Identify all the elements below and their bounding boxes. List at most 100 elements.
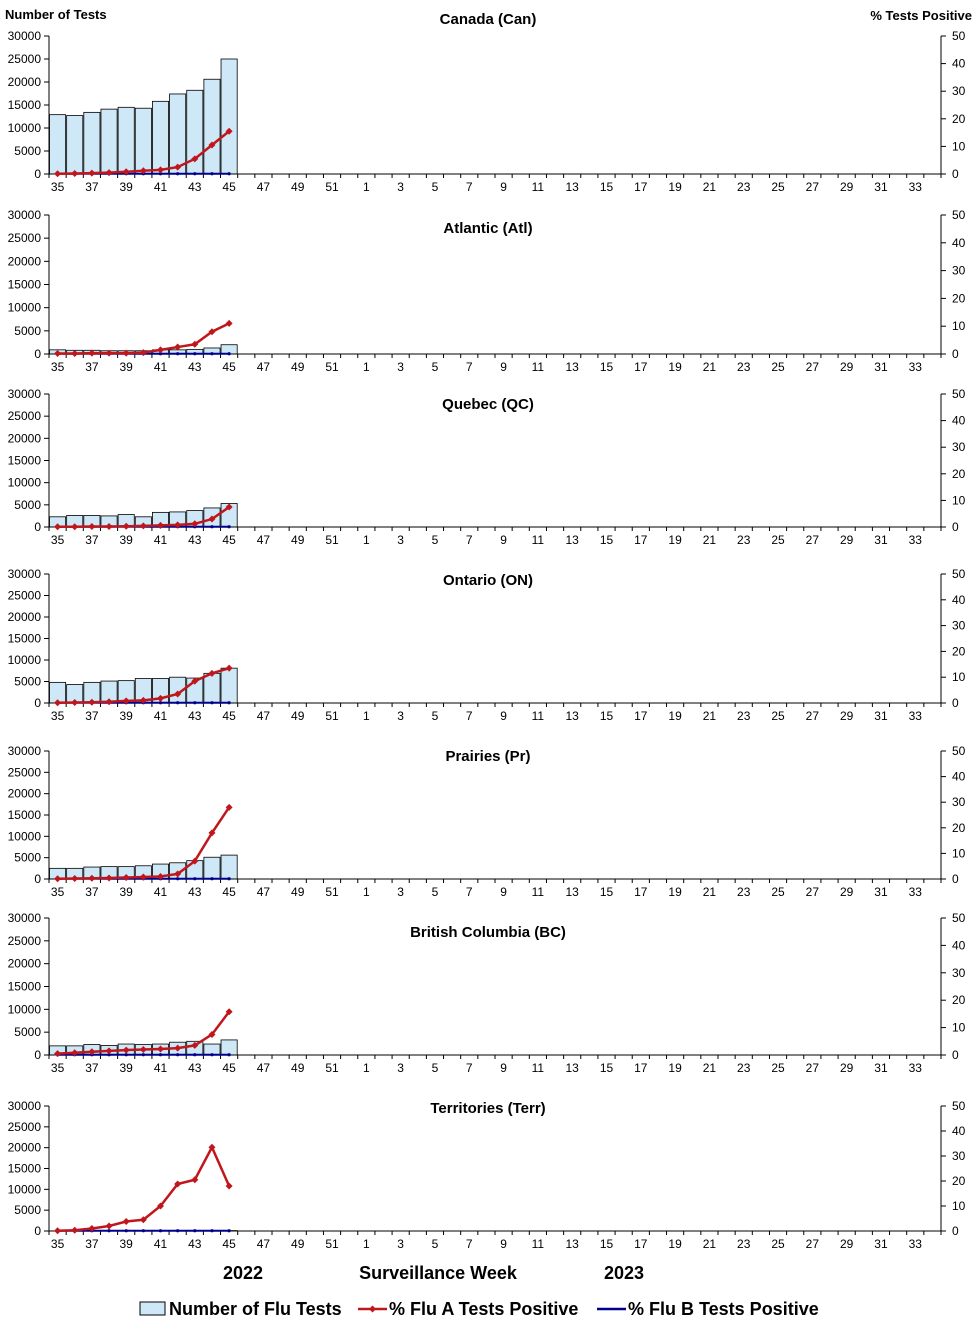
right-tick-label: 50 [952, 744, 966, 758]
x-tick-label: 45 [222, 885, 236, 899]
flu-b-point [158, 701, 163, 705]
flu-a-point [71, 698, 79, 706]
x-tick-label: 1 [363, 1061, 370, 1075]
flu-b-point [227, 352, 231, 356]
x-tick-label: 3 [397, 709, 404, 723]
x-tick-label: 29 [840, 180, 854, 194]
x-tick-label: 1 [363, 533, 370, 547]
left-tick-label: 15000 [8, 1162, 42, 1176]
flu-a-point [208, 515, 216, 523]
x-tick-label: 3 [397, 360, 404, 374]
x-tick-label: 11 [532, 533, 545, 547]
flu-a-point [208, 141, 216, 149]
x-tick-label: 1 [363, 360, 370, 374]
x-tick-label: 19 [668, 360, 682, 374]
x-tick-label: 21 [703, 180, 717, 194]
left-tick-label: 5000 [14, 1203, 41, 1217]
flu-a-point [191, 1041, 199, 1049]
left-tick-label: 10000 [8, 653, 42, 667]
flu-a-point [191, 155, 199, 163]
x-tick-label: 5 [432, 360, 439, 374]
x-tick-label: 45 [222, 1061, 236, 1075]
x-tick-label: 7 [466, 709, 473, 723]
x-tick-label: 7 [466, 533, 473, 547]
flu-a-point [225, 503, 233, 511]
left-tick-label: 15000 [8, 632, 42, 646]
flu-a-point [174, 163, 182, 171]
x-tick-label: 41 [154, 180, 168, 194]
x-tick-label: 37 [85, 1061, 99, 1075]
flu-a-point [122, 873, 130, 881]
right-tick-label: 10 [952, 846, 966, 860]
x-tick-label: 49 [291, 1237, 305, 1251]
bar-flu-tests [169, 93, 187, 175]
left-tick-label: 30000 [8, 1099, 42, 1113]
x-tick-label: 25 [771, 360, 785, 374]
x-tick-label: 17 [634, 180, 648, 194]
left-tick-label: 30000 [8, 387, 42, 401]
right-tick-label: 0 [952, 1048, 959, 1062]
right-tick-label: 10 [952, 493, 966, 507]
x-tick-label: 9 [500, 709, 507, 723]
x-tick-label: 27 [806, 533, 820, 547]
legend-label-flu-b: % Flu B Tests Positive [628, 1299, 819, 1319]
x-tick-label: 23 [737, 533, 751, 547]
x-tick-label: 33 [909, 885, 923, 899]
flu-a-point [71, 349, 79, 357]
x-tick-label: 47 [257, 885, 271, 899]
flu-b-point [176, 877, 180, 881]
flu-a-point [105, 1222, 113, 1230]
flu-a-point [71, 874, 79, 882]
flu-a-point [88, 698, 96, 706]
x-tick-label: 41 [154, 885, 168, 899]
right-tick-label: 30 [952, 264, 966, 278]
flu-a-point [174, 870, 182, 878]
flu-a-point [54, 875, 62, 883]
bar-flu-tests [100, 108, 118, 175]
flu-a-point [225, 1182, 233, 1190]
flu-b-point [227, 525, 231, 529]
x-tick-label: 17 [634, 1061, 648, 1075]
flu-a-point [54, 699, 62, 707]
right-tick-label: 0 [952, 167, 959, 181]
x-tick-label: 3 [397, 1237, 404, 1251]
flu-a-point [225, 319, 233, 327]
flu-a-point [71, 523, 79, 531]
x-tick-label: 35 [51, 360, 65, 374]
flu-a-point [139, 349, 147, 357]
flu-a-point [105, 349, 113, 357]
right-tick-label: 20 [952, 291, 966, 305]
left-tick-label: 25000 [8, 52, 42, 66]
x-tick-label: 47 [257, 180, 271, 194]
left-tick-label: 15000 [8, 454, 42, 468]
flu-a-point [208, 829, 216, 837]
x-tick-label: 35 [51, 885, 65, 899]
right-tick-label: 30 [952, 440, 966, 454]
right-tick-label: 10 [952, 670, 966, 684]
bar-flu-tests [220, 1039, 238, 1056]
right-tick-label: 50 [952, 208, 966, 222]
flu-a-point [88, 522, 96, 530]
flu-a-point [88, 874, 96, 882]
bar-flu-tests [49, 114, 67, 175]
x-tick-label: 41 [154, 709, 168, 723]
x-tick-label: 49 [291, 1061, 305, 1075]
left-tick-label: 0 [34, 347, 41, 361]
x-tick-label: 25 [771, 1237, 785, 1251]
left-tick-label: 25000 [8, 1120, 42, 1134]
x-tick-label: 45 [222, 1237, 236, 1251]
x-tick-label: 27 [806, 180, 820, 194]
right-tick-label: 50 [952, 567, 966, 581]
x-tick-label: 45 [222, 709, 236, 723]
flu-a-point [139, 522, 147, 530]
x-tick-label: 5 [432, 709, 439, 723]
flu-b-point [107, 1229, 111, 1233]
x-tick-label: 41 [154, 533, 168, 547]
x-tick-label: 19 [668, 1061, 682, 1075]
right-tick-label: 40 [952, 1124, 966, 1138]
flu-a-series-line [57, 322, 230, 355]
x-tick-label: 3 [397, 180, 404, 194]
flu-a-point [208, 1143, 216, 1151]
x-tick-label: 37 [85, 533, 99, 547]
left-tick-label: 25000 [8, 589, 42, 603]
